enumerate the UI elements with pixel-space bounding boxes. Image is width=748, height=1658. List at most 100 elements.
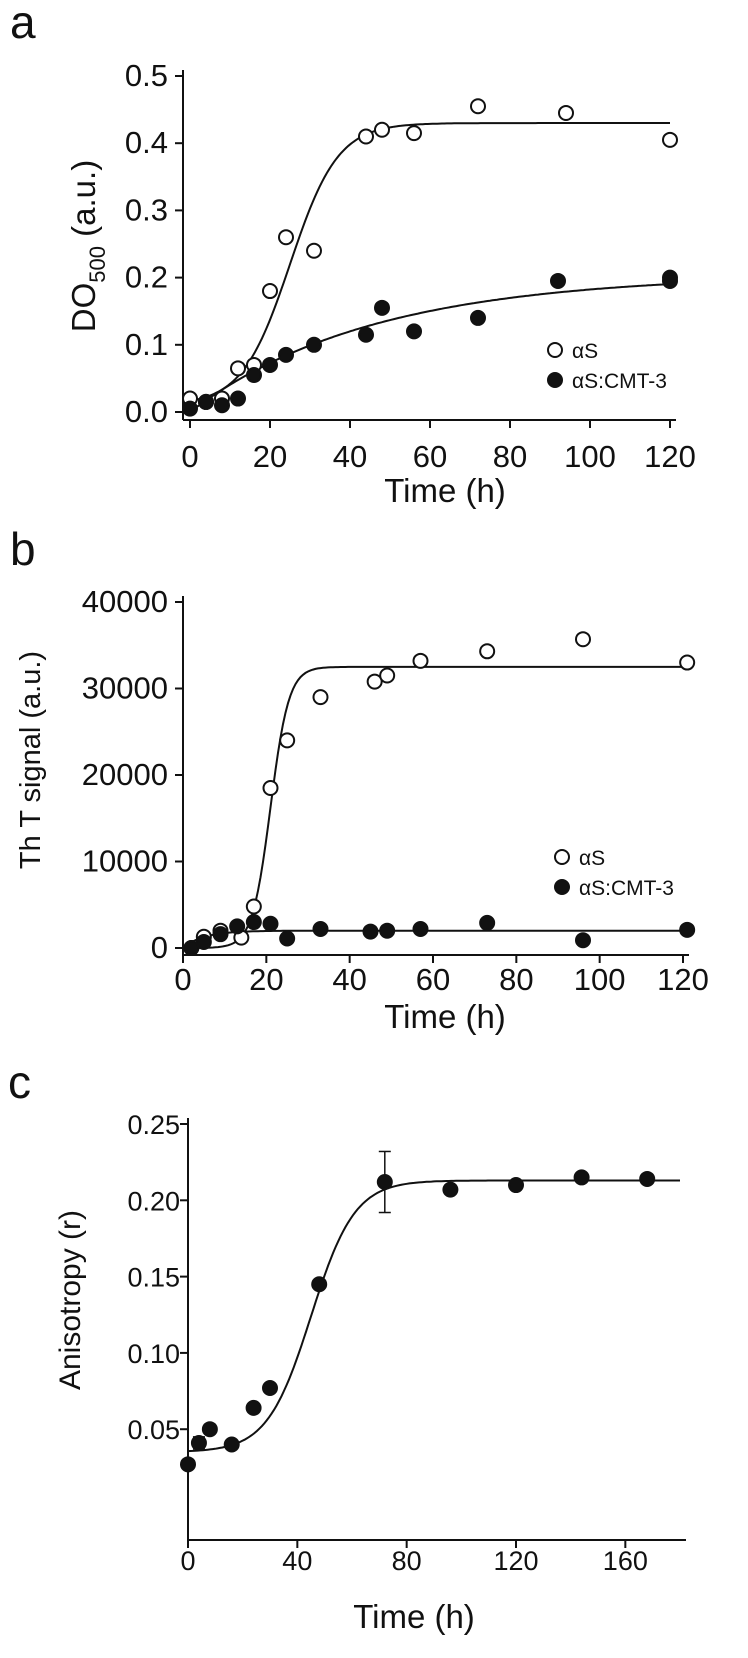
x-tick-label: 120 — [644, 439, 696, 474]
x-tick-label: 20 — [253, 439, 287, 474]
data-point-filled — [212, 926, 229, 943]
panel-b-y-axis-label: Th T signal (a.u.) — [15, 651, 47, 869]
data-point-filled — [201, 1421, 218, 1438]
panel-a-axes: 0 20 40 60 80 100 120 0.0 0.1 0.2 0.3 0.4 0.5 — [125, 58, 696, 474]
data-point-filled — [190, 1434, 207, 1451]
data-point-open — [479, 643, 496, 660]
data-point-open — [262, 283, 278, 300]
legend-label-as-cmt3: αS:CMT-3 — [579, 877, 674, 900]
y-tick-label: 10000 — [82, 844, 168, 879]
x-tick-label: 160 — [603, 1546, 648, 1576]
y-tick-label: 0.4 — [125, 125, 168, 160]
data-point-filled — [279, 930, 296, 947]
data-point-open — [412, 652, 429, 669]
x-tick-label: 40 — [282, 1546, 312, 1576]
x-tick-label: 0 — [174, 962, 191, 997]
data-point-filled — [230, 390, 246, 407]
data-point-filled — [180, 1456, 196, 1473]
data-point-filled — [245, 914, 262, 931]
data-point-filled — [508, 1177, 524, 1194]
x-tick-label: 60 — [416, 962, 450, 997]
panel-c-data-points — [180, 1150, 656, 1473]
legend-open-circle-marker — [547, 342, 563, 358]
data-point-filled — [195, 933, 212, 950]
data-point-open — [306, 242, 322, 259]
panel-c-chart: c 0 40 80 120 160 0.05 0.10 0.15 0.20 0.25 Time (… — [8, 1056, 686, 1635]
data-point-filled — [245, 1399, 262, 1416]
data-point-open — [279, 732, 296, 749]
data-point-open — [278, 229, 294, 246]
data-point-filled — [246, 367, 262, 384]
data-point-filled — [573, 1169, 590, 1186]
y-tick-label: 20000 — [82, 757, 168, 792]
y-tick-label: 40000 — [82, 584, 168, 619]
fit-curve-series-1 — [182, 929, 683, 949]
data-point-filled — [229, 918, 246, 935]
x-tick-label: 120 — [493, 1546, 538, 1576]
panel-a-data-points — [182, 98, 678, 417]
data-point-open — [662, 131, 678, 148]
data-point-filled — [412, 920, 429, 937]
x-tick-label: 40 — [333, 439, 367, 474]
data-point-filled — [575, 932, 591, 949]
x-tick-label: 0 — [180, 1546, 195, 1576]
data-point-filled — [311, 1276, 328, 1293]
panel-b-fit-curves — [182, 665, 683, 949]
y-tick-label: 0.3 — [125, 192, 168, 227]
data-point-filled — [262, 915, 279, 932]
x-tick-label: 80 — [493, 439, 527, 474]
y-tick-label: 0.20 — [127, 1186, 180, 1216]
x-tick-label: 80 — [392, 1546, 422, 1576]
panel-c-x-axis-label: Time (h) — [353, 1598, 475, 1635]
x-tick-label: 0 — [181, 439, 198, 474]
data-point-filled — [442, 1181, 459, 1198]
data-point-open — [379, 667, 396, 684]
x-tick-label: 100 — [574, 962, 626, 997]
data-point-filled — [679, 921, 696, 938]
legend-label-as: αS — [579, 847, 605, 870]
x-tick-label: 100 — [564, 439, 616, 474]
data-point-filled — [262, 356, 278, 373]
panel-a-label: a — [10, 0, 36, 48]
panel-c-y-axis-label: Anisotropy (r) — [54, 1210, 87, 1390]
panel-a-chart: a 0 20 40 60 80 100 120 0.0 0.1 0.2 0.3 0.4 0.5 αS α… — [10, 0, 696, 509]
data-point-open — [312, 689, 329, 706]
data-point-filled — [376, 1173, 393, 1190]
y-tick-label: 0.25 — [127, 1110, 180, 1140]
y-tick-label: 0.15 — [127, 1263, 180, 1293]
fit-curve-series-0 — [187, 1179, 680, 1453]
fit-curve-series-0 — [183, 665, 683, 949]
data-point-filled — [470, 309, 486, 326]
y-tick-label: 0.1 — [125, 327, 168, 362]
y-tick-label: 0.2 — [125, 260, 168, 295]
data-point-filled — [214, 397, 230, 414]
panel-a-x-axis-label: Time (h) — [384, 472, 506, 509]
x-tick-label: 60 — [413, 439, 447, 474]
panel-b-x-axis-label: Time (h) — [384, 998, 506, 1035]
data-point-filled — [183, 940, 200, 956]
data-point-filled — [662, 272, 678, 289]
data-point-open — [575, 631, 591, 648]
data-point-filled — [639, 1170, 656, 1187]
data-point-filled — [358, 326, 374, 343]
panel-b-axes: 0 20 40 60 80 100 120 0 10000 20000 30000 40000 — [82, 584, 709, 997]
data-point-filled — [479, 914, 496, 931]
x-tick-label: 120 — [657, 962, 709, 997]
data-point-open — [366, 673, 383, 690]
data-point-open — [245, 898, 262, 915]
legend-open-circle-marker — [554, 849, 570, 865]
legend-label-as-cmt3: αS:CMT-3 — [572, 370, 667, 393]
data-point-open — [406, 125, 422, 142]
fit-curve-series-0 — [189, 122, 670, 402]
data-point-filled — [379, 922, 396, 939]
panel-c-fit-curves — [187, 1179, 680, 1453]
data-point-open — [358, 128, 374, 145]
data-point-filled — [550, 272, 566, 289]
x-tick-label: 40 — [332, 962, 366, 997]
panel-b-data-points — [183, 631, 696, 956]
legend-label-as: αS — [572, 340, 598, 363]
data-point-filled — [374, 299, 390, 316]
data-point-open — [230, 360, 246, 377]
data-point-filled — [362, 923, 379, 940]
